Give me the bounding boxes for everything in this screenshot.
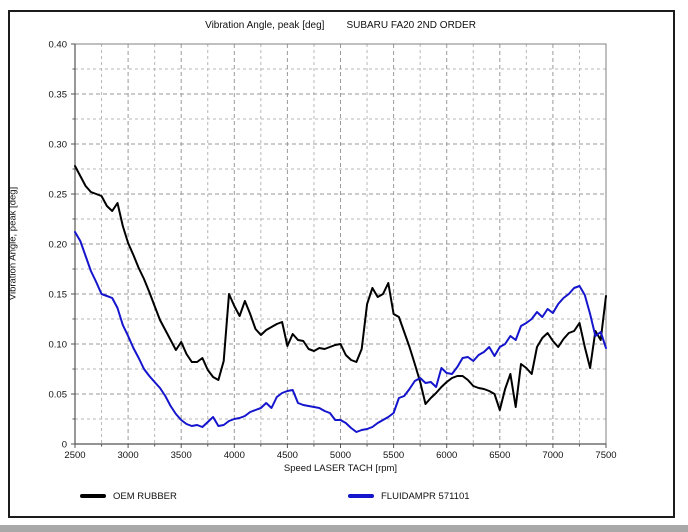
chart-title-left: Vibration Angle, peak [deg]: [205, 20, 325, 31]
series-line-fluidampr-571101: [74, 231, 607, 433]
x-tick-label: 6500: [489, 450, 510, 461]
y-tick-label: 0.05: [49, 389, 68, 400]
x-tick-label: 5000: [330, 450, 351, 461]
x-axis-title: Speed LASER TACH [rpm]: [283, 463, 398, 474]
legend: OEM RUBBER FLUIDAMPR 571101: [0, 489, 688, 503]
y-tick-label: 0.10: [49, 339, 68, 350]
y-tick-label: 0.30: [49, 139, 68, 150]
x-tick-label: 7000: [542, 450, 563, 461]
legend-label-fluidampr: FLUIDAMPR 571101: [381, 490, 470, 502]
legend-swatch-oem-rubber: [80, 494, 106, 498]
x-tick-label: 6000: [436, 450, 457, 461]
legend-item-oem-rubber: OEM RUBBER: [80, 489, 177, 503]
chart-title-right: SUBARU FA20 2ND ORDER: [346, 20, 476, 31]
legend-item-fluidampr: FLUIDAMPR 571101: [348, 489, 470, 503]
series-line-oem-rubber: [74, 165, 607, 411]
y-tick-label: 0.35: [49, 89, 68, 100]
chart-title: Vibration Angle, peak [deg] SUBARU FA20 2…: [75, 20, 606, 31]
x-tick-label: 2500: [64, 450, 85, 461]
y-tick-label: 0.20: [49, 239, 68, 250]
y-tick-label: 0: [62, 439, 67, 450]
legend-label-oem-rubber: OEM RUBBER: [113, 490, 177, 502]
x-tick-label: 3500: [171, 450, 192, 461]
x-tick-label: 4000: [224, 450, 245, 461]
legend-swatch-fluidampr: [348, 494, 374, 498]
y-tick-label: 0.25: [49, 189, 68, 200]
x-tick-label: 7500: [595, 450, 616, 461]
x-tick-label: 4500: [277, 450, 298, 461]
bottom-edge-strip: [0, 525, 688, 532]
y-tick-label: 0.40: [49, 39, 68, 50]
x-tick-label: 3000: [118, 450, 139, 461]
chart-frame: [8, 10, 675, 518]
y-tick-label: 0.15: [49, 289, 68, 300]
x-tick-label: 5500: [383, 450, 404, 461]
